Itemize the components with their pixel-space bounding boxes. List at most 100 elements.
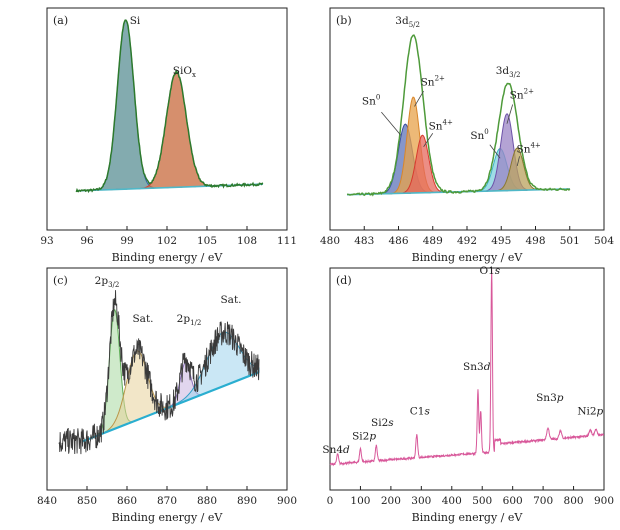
label-italic: p [597,405,604,417]
label-text: Si [130,15,141,27]
x-axis-title: Binding energy / eV [112,251,224,264]
label-subscript: 3/2 [509,71,520,79]
x-tick-label: 300 [411,495,431,507]
x-tick-label: 400 [442,495,462,507]
x-tick-label: 480 [320,235,340,247]
x-tick-label: 504 [594,235,614,247]
x-tick-label: 860 [117,495,137,507]
peak-annotation: 3d3/2 [496,65,521,79]
annotation-leader [381,111,402,136]
peak-annotation: Sn4d [322,444,350,456]
label-superscript: 0 [484,128,488,136]
label-superscript: 2+ [524,88,534,96]
x-tick-label: 0 [327,495,334,507]
peak-annotation: Sat. [220,294,241,306]
annotation-leader [506,104,514,124]
peak-annotation: Sn4+ [517,141,541,155]
label-text: Si2 [371,417,388,429]
peak-sn2-fill [347,113,570,196]
label-italic: d [343,444,350,456]
plot-frame [329,7,605,231]
peak-annotation: SiOx [173,65,196,79]
x-tick-label: 500 [472,495,492,507]
x-tick-label: 495 [491,235,511,247]
x-tick-label: 483 [354,235,374,247]
annotation-leader [414,90,424,107]
label-text: 2p [95,275,109,287]
panel-label: (a) [53,14,68,27]
label-text: Sn [470,130,484,142]
label-subscript: 5/2 [409,21,420,29]
x-tick-label: 489 [423,235,443,247]
x-tick-label: 102 [157,235,177,247]
peak-annotation: Sn2+ [421,74,445,88]
x-tick-label: 108 [237,235,257,247]
panel-2: 480 483 486 489 492 495 498 501 504 Binding energ… [320,7,614,264]
label-text: Sn [421,76,435,88]
panel-label: (d) [336,274,352,287]
x-tick-label: 492 [457,235,477,247]
peak-annotation: 3d5/2 [395,15,420,29]
x-tick-label: 105 [197,235,217,247]
label-superscript: 0 [376,93,380,101]
x-axis-title: Binding energy / eV [412,251,524,264]
x-tick-label: 870 [157,495,177,507]
x-tick-label: 111 [277,235,297,247]
annotation-leader [489,144,501,159]
x-tick-label: 96 [80,235,94,247]
label-text: C1 [410,405,425,417]
peak-annotation: 2p3/2 [95,275,120,289]
peak-annotation: Si [130,15,141,27]
label-italic: d [484,361,491,373]
x-tick-label: 850 [77,495,97,507]
label-subscript: 1/2 [190,319,201,327]
peak-annotation: Sn0 [362,93,380,107]
label-italic: p [557,392,564,404]
label-superscript: 4+ [530,141,540,149]
peak-annotation: Sn3d [463,361,491,373]
x-tick-label: 800 [564,495,584,507]
panel-label: (c) [53,274,68,287]
x-tick-label: 100 [350,495,370,507]
x-axis-title: Binding energy / eV [112,511,224,524]
label-text: Sat. [220,294,241,306]
label-italic: p [369,430,376,442]
x-tick-label: 600 [503,495,523,507]
survey-spectrum-line [329,269,605,467]
peak-annotation: Sat. [132,313,153,325]
label-italic: s [424,405,430,417]
label-text: Ni2 [577,405,596,417]
x-axis-title: Binding energy / eV [412,511,524,524]
label-superscript: 4+ [443,118,453,126]
x-tick-label: 840 [37,495,57,507]
label-text: 2p [177,313,191,325]
label-text: Sn4 [322,444,343,456]
peak-sn0-fill [347,123,570,196]
label-text: SiO [173,65,193,77]
label-superscript: 2+ [435,74,445,82]
panel-4: 0 100 200 300 400 500 600 700 800 900 Binding ener… [322,265,614,524]
peak-annotation: 2p1/2 [177,313,202,327]
peak-siox-fill [76,71,264,192]
peak-annotation: Ni2p [577,405,603,417]
x-tick-label: 200 [381,495,401,507]
x-tick-label: 501 [560,235,580,247]
label-text: Sn [510,90,524,102]
label-text: Sn [362,95,376,107]
envelope-line [346,34,571,197]
plot-frame [46,267,288,491]
x-tick-label: 880 [197,495,217,507]
label-subscript: 3/2 [108,281,119,289]
annotation-leader [423,133,434,147]
panel-1: 93 96 99 102 105 108 111 Binding energy / eV (a)… [40,7,297,264]
peak-annotation: Si2p [352,430,376,442]
label-subscript: x [192,71,196,79]
peak-annotation: Sn2+ [510,88,534,102]
panel-3: 840 850 860 870 880 890 900 Binding energy / eV… [37,267,297,524]
label-italic: s [388,417,394,429]
label-text: Sat. [132,313,153,325]
raw-spectrum-line [58,290,260,455]
peak-annotation: C1s [410,405,431,417]
panel-label: (b) [336,14,352,27]
